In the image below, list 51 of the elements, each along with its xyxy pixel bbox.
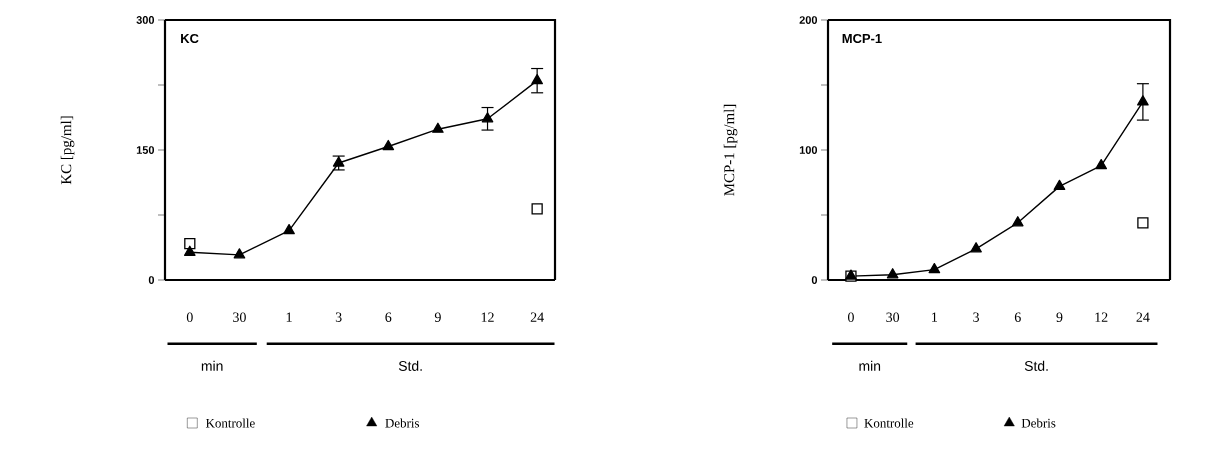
point [886, 268, 899, 279]
y-tick-label: 0 [811, 276, 818, 284]
x-tick-label: 6 [385, 312, 392, 322]
x-tick-label: 1 [286, 312, 292, 322]
point [928, 262, 941, 274]
y-axis-title: KC [pg/ml] [60, 116, 75, 185]
point [1137, 95, 1149, 106]
x-tick-label: 1 [932, 312, 938, 322]
y-tick-label: 0 [148, 276, 155, 284]
x-tick-label: 6 [1014, 312, 1021, 322]
y-tick-label: 300 [136, 16, 155, 24]
text: Std. [398, 360, 422, 371]
point [283, 223, 295, 235]
x-tick-label: 0 [186, 312, 193, 322]
point [233, 248, 246, 259]
point [1053, 179, 1066, 191]
legend-label: Debris [1021, 418, 1056, 428]
x-tick-label: 0 [847, 312, 854, 322]
x-tick-label: 3 [973, 312, 980, 322]
x-tick-label: 9 [434, 312, 441, 322]
point [183, 245, 196, 256]
point [1011, 216, 1024, 227]
text: min [859, 360, 881, 371]
point [1137, 217, 1149, 229]
x-tick-label: 12 [481, 312, 494, 322]
y-tick-label: 200 [799, 16, 818, 24]
text: KC [181, 33, 199, 44]
point [1095, 158, 1108, 170]
x-tick-label: 12 [1095, 312, 1108, 322]
y-axis-title: MCP-1 [pg/ml] [723, 104, 738, 196]
text: min [201, 360, 223, 371]
x-tick-label: 30 [886, 312, 900, 322]
x-tick-label: 24 [530, 312, 544, 322]
x-tick-label: 24 [1136, 312, 1150, 322]
y-tick-label: 100 [799, 146, 818, 154]
text: MCP-1 [842, 33, 882, 44]
text: Std. [1024, 360, 1048, 371]
legend-label: Kontrolle [864, 418, 914, 428]
point [432, 122, 444, 133]
legend-label: Kontrolle [205, 418, 255, 428]
point [970, 242, 982, 253]
x-tick-label: 30 [233, 312, 246, 322]
legend-label: Debris [385, 418, 420, 428]
x-tick-label: 3 [335, 312, 342, 322]
point [531, 203, 543, 215]
point [382, 139, 395, 151]
point [481, 112, 494, 123]
y-tick-label: 150 [136, 146, 155, 154]
x-tick-label: 9 [1056, 312, 1063, 322]
point [332, 156, 345, 167]
point [531, 74, 543, 85]
